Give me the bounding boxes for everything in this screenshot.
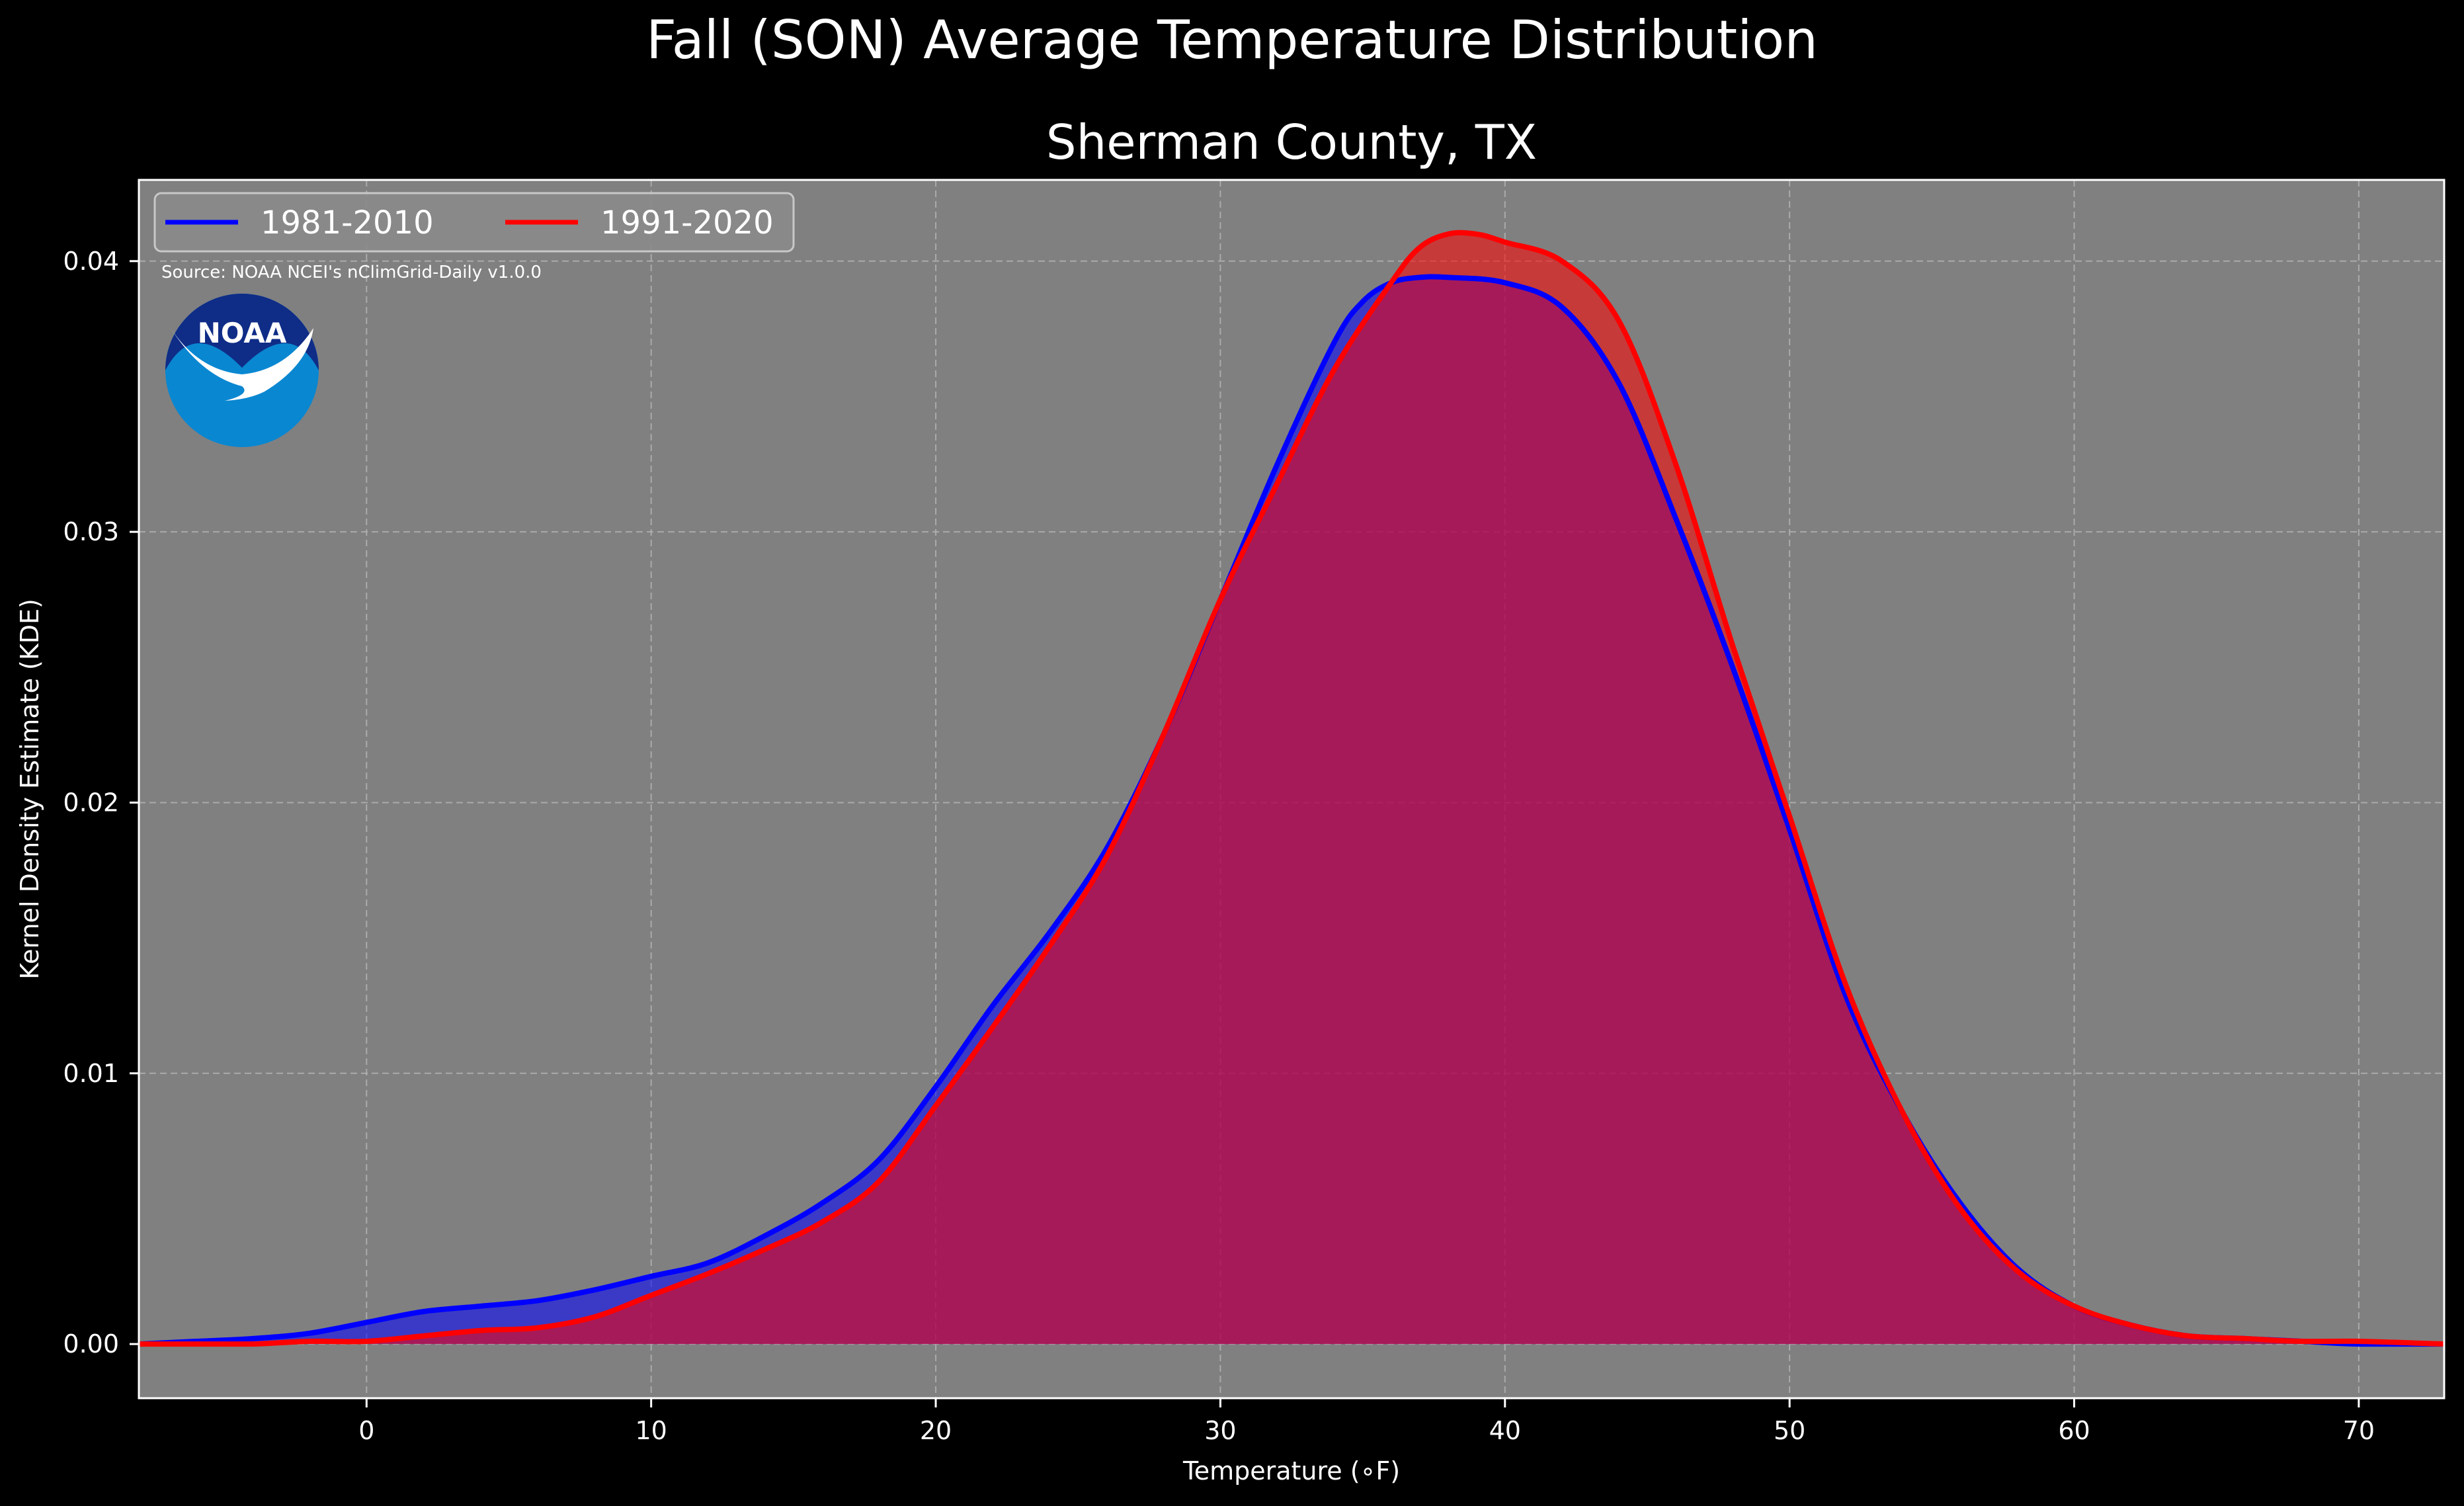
noaa-logo-text: NOAA: [198, 317, 287, 349]
x-tick-label: 50: [1774, 1416, 1805, 1445]
y-tick-label: 0.03: [63, 517, 119, 546]
x-tick-label: 20: [920, 1416, 952, 1445]
legend: 1981-2010 1991-2020: [153, 192, 795, 253]
series-line-1981-2010: [138, 274, 2444, 1347]
x-tick-label: 30: [1204, 1416, 1236, 1445]
y-axis-label: Kernel Density Estimate (KDE): [15, 599, 44, 980]
x-tick-label: 10: [635, 1416, 667, 1445]
x-tick-label: 0: [358, 1416, 374, 1445]
series-layer: [138, 230, 2445, 1347]
source-note: Source: NOAA NCEI's nClimGrid-Daily v1.0…: [161, 263, 542, 282]
axis-ticks: 0 10 20 30 40 50 60 70 0.00 0.01 0.02 0.03 0.04: [63, 247, 2375, 1445]
legend-box: [153, 192, 795, 253]
noaa-logo: NOAA: [165, 294, 319, 447]
x-tick-label: 60: [2058, 1416, 2090, 1445]
y-tick-label: 0.02: [63, 788, 119, 817]
y-tick-label: 0.00: [63, 1329, 119, 1359]
x-axis-label: Temperature (∘F): [1182, 1456, 1400, 1485]
series-area-1991-2020: [139, 232, 2444, 1345]
legend-label-1991-2020: 1991-2020: [600, 204, 774, 241]
series-line-1991-2020: [139, 230, 2445, 1347]
chart-title: Fall (SON) Average Temperature Distribut…: [646, 9, 1818, 71]
legend-label-1981-2010: 1981-2010: [261, 204, 434, 241]
y-tick-label: 0.04: [63, 247, 119, 276]
x-tick-label: 70: [2343, 1416, 2375, 1445]
chart-subtitle: Sherman County, TX: [1046, 114, 1537, 170]
plot-frame: [138, 179, 2445, 1400]
x-tick-label: 40: [1489, 1416, 1521, 1445]
y-tick-label: 0.01: [63, 1059, 119, 1088]
